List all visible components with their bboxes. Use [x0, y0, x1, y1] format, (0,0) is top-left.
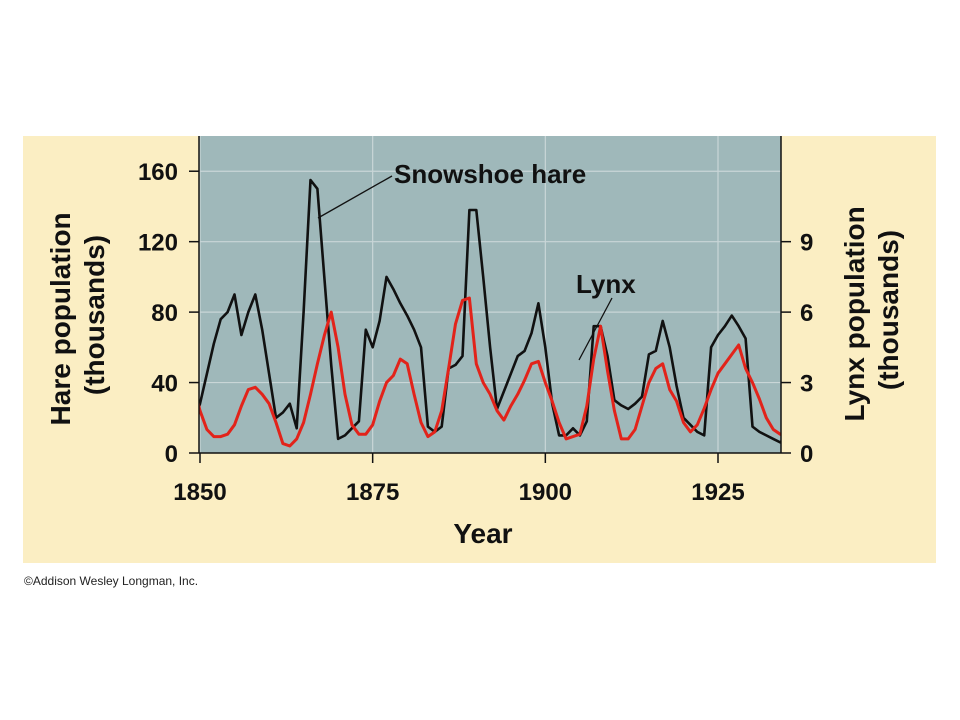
y-left-tick-label: 160 — [138, 159, 178, 186]
y-left-tick-label: 0 — [165, 441, 178, 468]
y-left-tick-label: 40 — [151, 371, 178, 398]
y-axis-right-title-line-2: (thousands) — [873, 230, 904, 390]
x-tick-label: 1925 — [691, 479, 744, 506]
y-axis-right-title: Lynx population (thousands) — [839, 199, 904, 422]
series-group — [199, 178, 781, 448]
y-left-tick-label: 80 — [151, 300, 178, 327]
y-left-tick-label: 120 — [138, 230, 178, 257]
y-right-tick-label: 9 — [800, 230, 813, 257]
y-right-tick-label: 3 — [800, 371, 813, 398]
y-axis-left-title-line-1: Hare population — [45, 212, 76, 425]
y-axis-left-title: Hare population (thousands) — [45, 205, 110, 426]
series-line-hare — [199, 178, 781, 444]
annotation-leader-hare — [317, 175, 393, 219]
x-tick-label: 1900 — [519, 479, 572, 506]
y-axis-left-title-line-2: (thousands) — [79, 235, 110, 395]
annotation-lynx: Lynx — [576, 269, 636, 299]
series-line-lynx — [199, 296, 781, 448]
y-axis-right-title-line-1: Lynx population — [839, 206, 870, 421]
plot-background — [199, 136, 781, 453]
annotation-snowshoe-hare: Snowshoe hare — [394, 159, 586, 189]
y-right-tick-label: 0 — [800, 441, 813, 468]
x-axis-title: Year — [453, 518, 512, 549]
copyright-notice: ©Addison Wesley Longman, Inc. — [24, 574, 199, 588]
x-tick-label: 1850 — [173, 479, 226, 506]
x-tick-label: 1875 — [346, 479, 399, 506]
y-right-tick-label: 6 — [800, 300, 813, 327]
annotation-leader-lynx — [578, 297, 613, 361]
